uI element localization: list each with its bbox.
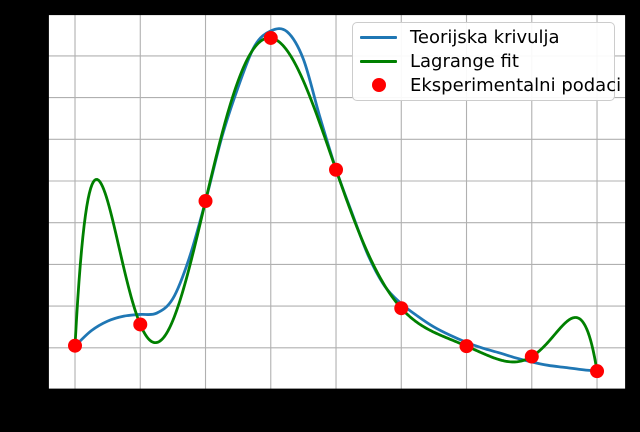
legend-line-swatch-lagrange bbox=[360, 60, 397, 63]
data-point bbox=[133, 317, 148, 332]
data-point bbox=[68, 338, 83, 353]
legend-entry-lagrange-fit: Lagrange fit bbox=[353, 50, 614, 74]
legend-line-swatch-theoretical bbox=[360, 36, 397, 40]
legend-label: Lagrange fit bbox=[410, 51, 519, 72]
legend-label: Eksperimentalni podaci bbox=[410, 74, 622, 96]
data-points bbox=[68, 30, 605, 379]
data-point bbox=[329, 162, 344, 177]
data-point bbox=[198, 194, 213, 209]
legend-entry-eksperimentalni-podaci: Eksperimentalni podaci bbox=[353, 73, 621, 97]
legend-entry-teorijska-krivulja: Teorijska krivulja bbox=[353, 26, 614, 50]
legend-label: Teorijska krivulja bbox=[410, 27, 560, 49]
legend: Teorijska krivulja Lagrange fit Eksperim… bbox=[352, 22, 621, 101]
axes-spines bbox=[47, 13, 627, 391]
data-point bbox=[590, 364, 605, 379]
data-point bbox=[524, 349, 539, 364]
data-point bbox=[263, 30, 278, 45]
data-point bbox=[459, 339, 474, 354]
data-point bbox=[394, 301, 409, 316]
legend-dot-swatch-experimental bbox=[360, 78, 397, 93]
